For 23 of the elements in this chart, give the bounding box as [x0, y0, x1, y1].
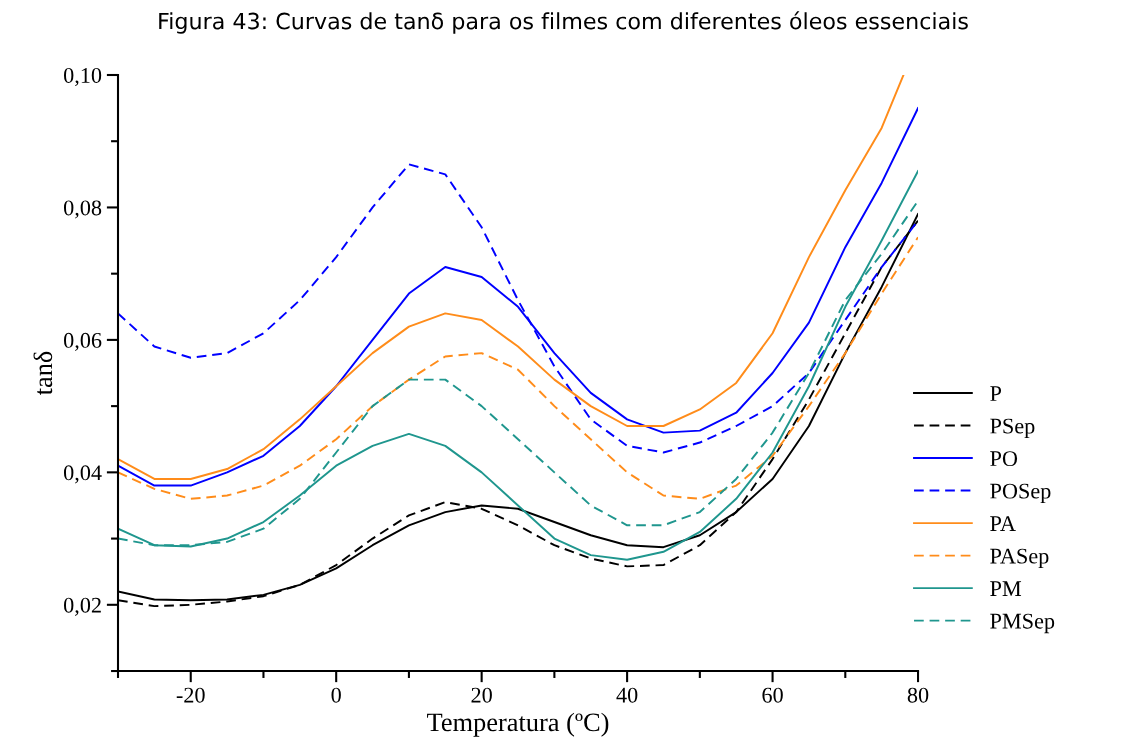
legend-label: PMSep — [990, 613, 1055, 634]
y-tick-label: 0,04 — [63, 465, 102, 484]
legend-label: PO — [990, 451, 1018, 467]
legend-label: PA — [990, 516, 1016, 531]
y-tick-label: 0,10 — [63, 67, 102, 87]
legend-label: PSep — [990, 418, 1035, 439]
line-series — [118, 236, 919, 500]
x-tick-label: 20 — [471, 687, 492, 703]
legend-label: PM — [990, 581, 1022, 596]
x-axis-title: Temperatura (ºC) — [427, 712, 609, 737]
y-tick-label: 0,02 — [63, 597, 101, 616]
legend-label: PASep — [990, 548, 1049, 569]
chart-title: Figura 43: Curvas de tanδ para os filmes com diferentes óleos essenciais — [159, 11, 968, 34]
x-tick-label: 40 — [616, 687, 638, 703]
x-tick-label: 60 — [762, 687, 783, 703]
legend-label: P — [990, 386, 1002, 401]
legend-label: POSep — [990, 483, 1051, 504]
y-tick-label: 0,08 — [63, 200, 102, 219]
y-tick-label: 0,06 — [63, 332, 102, 352]
x-tick-label: 80 — [907, 687, 929, 703]
x-tick-label: 0 — [331, 687, 341, 703]
x-tick-label: -20 — [176, 687, 205, 703]
y-axis-title: tanδ — [33, 351, 53, 396]
